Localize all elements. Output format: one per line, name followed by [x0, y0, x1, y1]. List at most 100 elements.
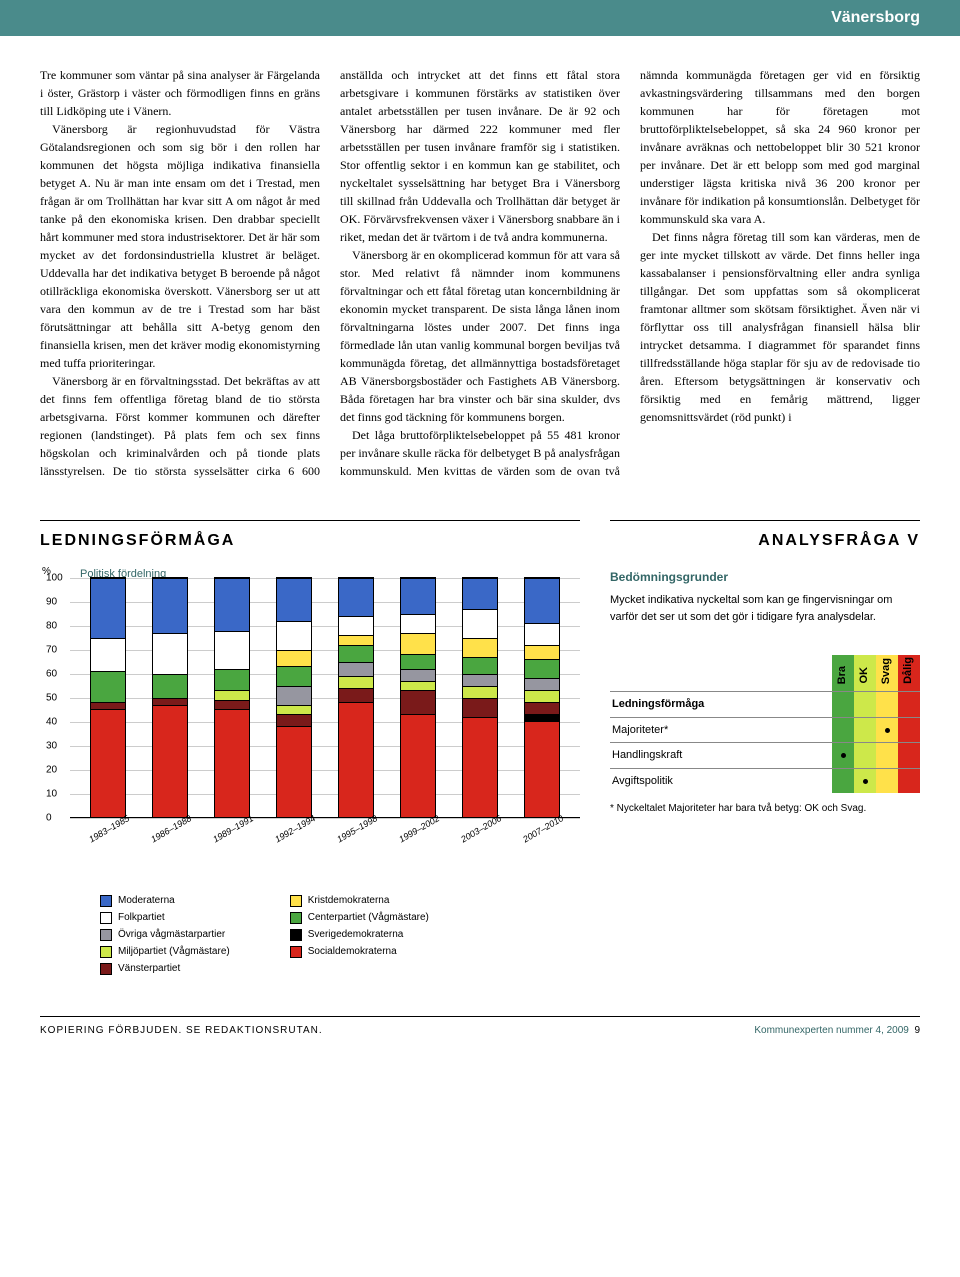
rating-cell [854, 692, 876, 718]
rating-cell [832, 768, 854, 793]
footer-left: KOPIERING FÖRBJUDEN. SE REDAKTIONSRUTAN. [40, 1023, 323, 1038]
chart-bar-segment [91, 671, 125, 702]
chart-bar-segment [339, 662, 373, 676]
body-paragraph: Tre kommuner som väntar på sina analyser… [40, 66, 320, 120]
rating-table: Bra OK Svag Dålig LedningsförmågaMajorit… [610, 655, 920, 793]
legend-swatch [290, 946, 302, 958]
chart-bar-segment [215, 700, 249, 710]
chart-bar-segment [277, 714, 311, 726]
body-paragraph: Vänersborg är en okomplicerad kommun för… [340, 246, 620, 426]
chart-bar-segment [153, 705, 187, 817]
chart-xlabel: 1986–1988 [149, 816, 187, 846]
rating-header-ok: OK [856, 667, 873, 684]
chart-bar [338, 577, 374, 817]
chart-bar-segment [91, 578, 125, 638]
chart-bar-segment [339, 688, 373, 702]
chart-xlabel: 1992–1994 [273, 816, 311, 846]
legend-label: Miljöpartiet (Vågmästare) [118, 944, 230, 959]
chart-bar [400, 577, 436, 817]
chart-bar-segment [525, 659, 559, 678]
stacked-bar-chart: % Politisk fördelning 010203040506070809… [70, 568, 580, 848]
rating-footnote: * Nyckeltalet Majoriteter har bara två b… [610, 801, 920, 816]
chart-xlabel: 1989–1991 [211, 816, 249, 846]
rating-cell [876, 717, 898, 743]
rating-cell [876, 692, 898, 718]
chart-bar-segment [215, 631, 249, 669]
chart-ytick: 40 [46, 715, 57, 730]
chart-bar-segment [339, 616, 373, 635]
chart-bar-segment [401, 578, 435, 614]
chart-bar-segment [463, 638, 497, 657]
chart-bar-segment [525, 578, 559, 623]
legend-item: Sverigedemokraterna [290, 927, 429, 942]
rating-cell [898, 743, 920, 769]
chart-bar-segment [215, 709, 249, 817]
chart-xlabel: 1995–1998 [335, 816, 373, 846]
rating-header-bra: Bra [834, 666, 851, 684]
body-text: Tre kommuner som väntar på sina analyser… [40, 66, 920, 480]
chart-bar-segment [401, 714, 435, 817]
chart-bar-segment [463, 686, 497, 698]
rating-row-label: Ledningsförmåga [610, 692, 832, 718]
rating-cell [832, 692, 854, 718]
legend-swatch [100, 929, 112, 941]
chart-bar [276, 577, 312, 817]
chart-bar-segment [215, 578, 249, 631]
rating-cell [832, 717, 854, 743]
rating-cell [854, 717, 876, 743]
chart-ytick: 0 [46, 811, 52, 826]
rating-row: Ledningsförmåga [610, 692, 920, 718]
legend-label: Centerpartiet (Vågmästare) [308, 910, 429, 925]
chart-bar-segment [277, 650, 311, 667]
analysis-section-title: ANALYSFRÅGA V [610, 520, 920, 553]
chart-bar-segment [277, 666, 311, 685]
chart-bar [90, 577, 126, 817]
chart-bar [152, 577, 188, 817]
legend-item: Moderaterna [100, 893, 230, 908]
chart-bar [462, 577, 498, 817]
rating-cell [898, 692, 920, 718]
chart-legend: ModeraternaFolkpartietÖvriga vågmästarpa… [100, 893, 580, 976]
chart-bar-segment [339, 702, 373, 817]
chart-bar-segment [463, 717, 497, 817]
rating-cell [898, 768, 920, 793]
chart-bar-segment [277, 686, 311, 705]
chart-bar-segment [153, 674, 187, 698]
analysis-section: ANALYSFRÅGA V Bedömningsgrunder Mycket i… [610, 520, 920, 976]
rating-cell [876, 743, 898, 769]
rating-dot-icon [841, 753, 846, 758]
chart-xlabel: 2007–2010 [521, 816, 559, 846]
chart-bar-segment [525, 721, 559, 817]
chart-bar-segment [91, 638, 125, 671]
chart-bar-segment [339, 645, 373, 662]
chart-bar [214, 577, 250, 817]
legend-label: Övriga vågmästarpartier [118, 927, 225, 942]
chart-bar-segment [277, 705, 311, 715]
rating-row-label: Handlingskraft [610, 743, 832, 769]
legend-swatch [290, 895, 302, 907]
legend-item: Vänsterpartiet [100, 961, 230, 976]
chart-ytick: 80 [46, 619, 57, 634]
rating-cell [898, 717, 920, 743]
chart-xlabel: 1999–2002 [397, 816, 435, 846]
chart-bar-segment [463, 609, 497, 638]
rating-dot-icon [863, 779, 868, 784]
legend-item: Miljöpartiet (Vågmästare) [100, 944, 230, 959]
chart-bar-segment [463, 674, 497, 686]
legend-item: Centerpartiet (Vågmästare) [290, 910, 429, 925]
rating-row: Majoriteter* [610, 717, 920, 743]
legend-swatch [290, 912, 302, 924]
chart-bar-segment [525, 645, 559, 659]
rating-row: Avgiftspolitik [610, 768, 920, 793]
chart-bar-segment [215, 690, 249, 700]
chart-bar-segment [401, 654, 435, 668]
chart-bar-segment [401, 669, 435, 681]
chart-bar-segment [339, 635, 373, 645]
bedom-title: Bedömningsgrunder [610, 568, 920, 586]
chart-bar-segment [401, 614, 435, 633]
legend-label: Sverigedemokraterna [308, 927, 404, 942]
chart-bar-segment [215, 669, 249, 691]
legend-item: Socialdemokraterna [290, 944, 429, 959]
legend-swatch [290, 929, 302, 941]
chart-ytick: 10 [46, 787, 57, 802]
